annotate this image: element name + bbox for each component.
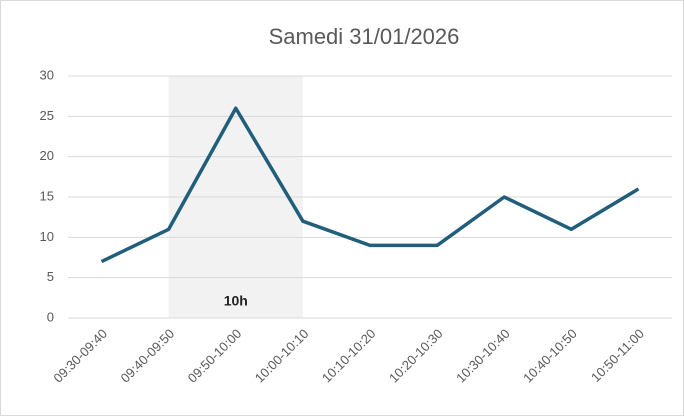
highlight-label: 10h: [224, 293, 248, 309]
line: [100, 106, 640, 264]
y-tick-label: 5: [47, 269, 54, 284]
chart-title: Samedi 31/01/2026: [269, 24, 460, 49]
y-tick-label: 20: [40, 148, 54, 163]
y-tick-label: 15: [40, 188, 54, 203]
y-tick-label: 30: [40, 67, 54, 82]
y-tick-label: 10: [40, 229, 54, 244]
y-tick-label: 0: [47, 309, 54, 324]
y-tick-label: 25: [40, 108, 54, 123]
